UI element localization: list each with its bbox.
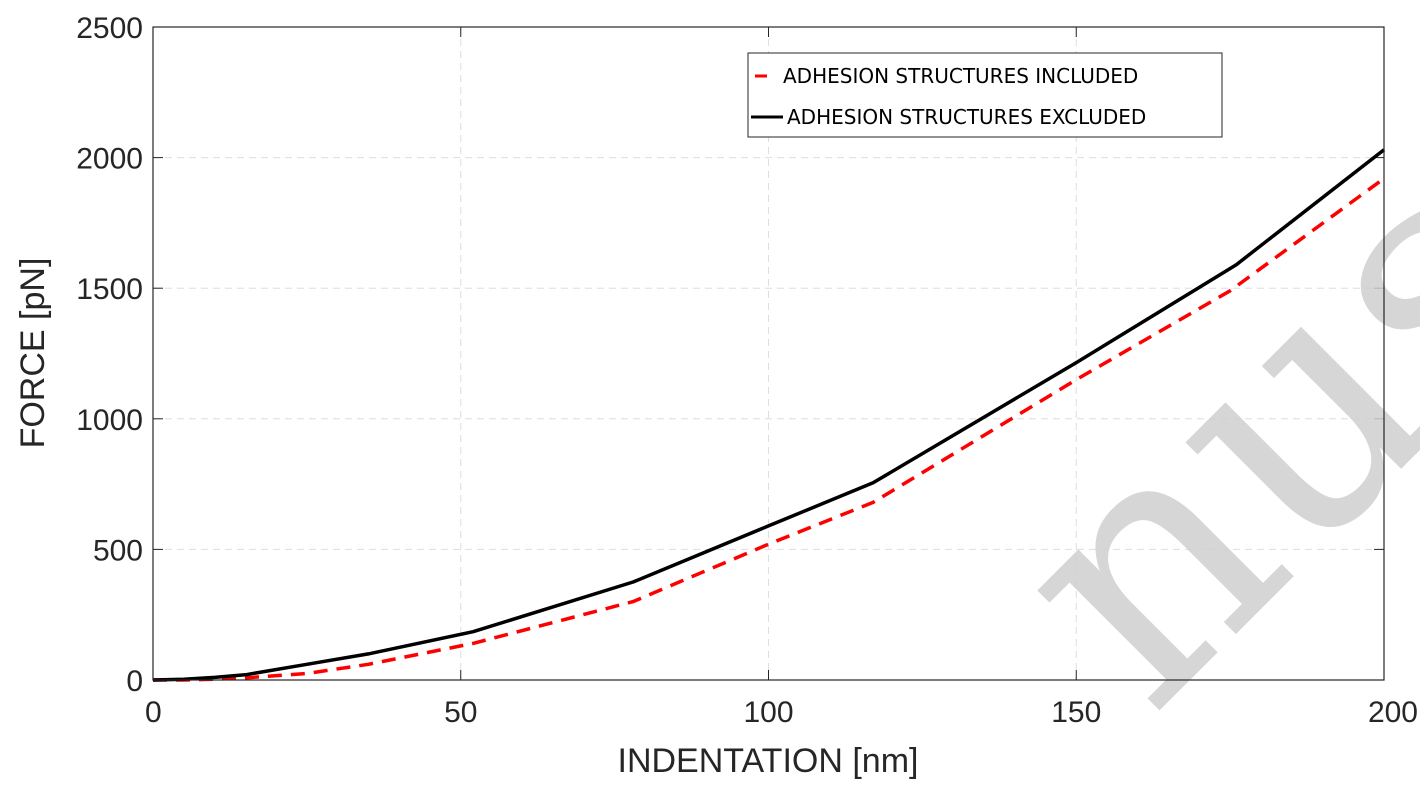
y-tick-label: 500	[93, 534, 143, 567]
x-tick-label: 100	[743, 696, 793, 729]
x-axis-label: INDENTATION [nm]	[618, 742, 919, 780]
x-tick-label: 0	[145, 696, 162, 729]
series-line-included	[153, 177, 1386, 682]
x-tick-label: 200	[1368, 696, 1418, 729]
legend: ADHESION STRUCTURES INCLUDED ADHESION ST…	[747, 52, 1223, 138]
plot-frame	[152, 26, 1385, 681]
series-line-excluded	[152, 148, 1386, 682]
y-tick-label: 2000	[76, 143, 143, 176]
x-tick-labels: 0 50 100 150 200	[145, 696, 1418, 729]
x-tick-label: 150	[1051, 696, 1101, 729]
y-tick-label: 1000	[76, 404, 143, 437]
legend-box	[747, 52, 1223, 138]
y-tick-labels: 0 500 1000 1500 2000 2500	[76, 12, 143, 698]
x-tick-label: 50	[444, 696, 477, 729]
y-tick-label: 1500	[76, 273, 143, 306]
legend-label-excluded: ADHESION STRUCTURES EXCLUDED	[787, 105, 1146, 129]
y-axis-label: FORCE [pN]	[14, 258, 52, 449]
y-tick-label: 0	[126, 665, 143, 698]
y-tick-label: 2500	[76, 12, 143, 45]
series-layer	[152, 148, 1386, 682]
legend-label-included: ADHESION STRUCTURES INCLUDED	[783, 64, 1138, 88]
